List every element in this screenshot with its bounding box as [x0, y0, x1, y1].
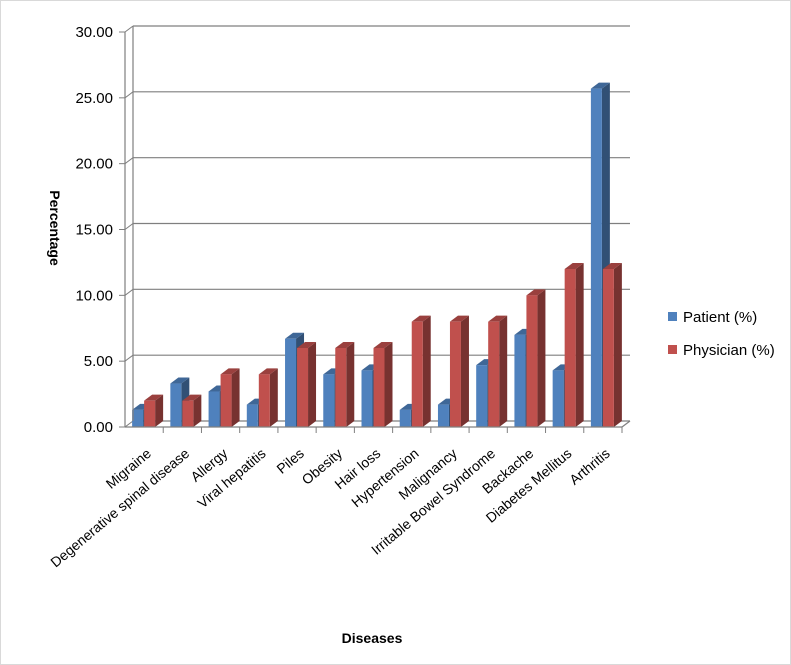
bar-side	[193, 394, 202, 427]
bar-top	[258, 368, 278, 375]
y-tick-label: 0.00	[84, 419, 113, 436]
bar-front	[335, 348, 347, 427]
bar-side	[575, 263, 584, 427]
axes	[124, 26, 631, 433]
bar-top	[526, 289, 546, 296]
y-axis-title: Percentage	[47, 190, 63, 266]
bar-front	[258, 374, 270, 427]
legend-label: Patient (%)	[683, 309, 757, 326]
bar-top	[182, 394, 202, 401]
bar-front	[437, 404, 449, 427]
bar-front	[590, 88, 602, 427]
bar-front	[564, 269, 576, 427]
bar-front	[297, 348, 309, 427]
bar-top	[373, 342, 393, 348]
bar-side	[460, 315, 469, 427]
gridline-depth	[124, 25, 134, 33]
y-tick-label: 20.00	[75, 156, 113, 173]
bar	[488, 315, 508, 427]
bar	[373, 342, 393, 427]
x-axis-title: Diseases	[342, 630, 403, 646]
x-tick-label: Degenerative spinal disease	[47, 445, 192, 570]
y-tick-label: 30.00	[75, 24, 113, 41]
bar-front	[488, 321, 500, 427]
bar	[449, 315, 469, 427]
bar-front	[323, 374, 335, 427]
y-tick-label: 5.00	[84, 353, 113, 370]
bar	[564, 263, 584, 427]
bar-top	[144, 394, 164, 401]
bar-side	[155, 394, 164, 427]
bar-top	[449, 315, 469, 322]
bar	[297, 342, 317, 427]
bar-front	[514, 334, 526, 427]
bar-side	[499, 315, 508, 427]
bar-front	[449, 321, 461, 427]
bar-front	[476, 365, 488, 427]
bar-side	[308, 342, 317, 427]
bar-front	[132, 409, 144, 427]
y-tick-label: 15.00	[75, 222, 113, 239]
gridline-depth	[124, 420, 134, 428]
bar-front	[602, 269, 614, 427]
bar	[220, 368, 240, 427]
bar-front	[182, 400, 194, 427]
gridline-depth	[124, 354, 134, 362]
gridline-depth	[124, 223, 134, 230]
bar-front	[361, 370, 373, 427]
bar-top	[285, 332, 305, 339]
legend-swatch	[668, 345, 677, 354]
bar-top	[564, 263, 584, 269]
bar-side	[384, 342, 393, 427]
bar	[258, 368, 278, 427]
gridline-depth	[124, 157, 134, 165]
bar-front	[526, 295, 538, 427]
bar-front	[220, 374, 232, 427]
bar-top	[488, 315, 508, 322]
x-tick-label: Arthritis	[566, 445, 613, 488]
bar-side	[613, 263, 622, 427]
bar-front	[411, 321, 423, 427]
legend-swatch	[668, 312, 677, 321]
legend: Patient (%) Physician (%)	[668, 309, 775, 359]
y-tick-label: 25.00	[75, 90, 113, 107]
bar-front	[208, 391, 220, 427]
bar-front	[285, 338, 297, 427]
gridline-depth	[124, 91, 134, 99]
bar-front	[144, 400, 156, 427]
bar-top	[335, 342, 355, 348]
bar-top	[602, 263, 622, 269]
bar	[144, 394, 164, 427]
bar-front	[170, 383, 182, 427]
bar	[411, 315, 431, 427]
bar-top	[590, 82, 610, 89]
bar	[602, 263, 622, 427]
bar-top	[411, 315, 431, 322]
bar	[182, 394, 202, 427]
gridlines	[119, 25, 630, 428]
bar-front	[246, 404, 258, 427]
y-tick-label: 10.00	[75, 287, 113, 304]
bar	[335, 342, 355, 427]
bar-front	[399, 409, 411, 427]
bar-side	[231, 368, 240, 427]
bar	[526, 289, 546, 427]
bar-top	[220, 368, 240, 375]
y-tick-labels: 0.00 5.00 10.00 15.00 20.00 25.00 30.00	[75, 24, 113, 436]
bar-side	[537, 289, 546, 427]
bar-top	[297, 342, 317, 348]
bar-front	[373, 348, 385, 427]
bar-side	[346, 342, 355, 427]
gridline-depth	[124, 288, 134, 296]
bar-top	[170, 377, 190, 384]
legend-label: Physician (%)	[683, 342, 775, 359]
x-axis-depth	[621, 420, 631, 428]
bars	[132, 82, 622, 427]
bar-front	[552, 370, 564, 427]
bar-side	[422, 315, 431, 427]
bar-side	[269, 368, 278, 427]
